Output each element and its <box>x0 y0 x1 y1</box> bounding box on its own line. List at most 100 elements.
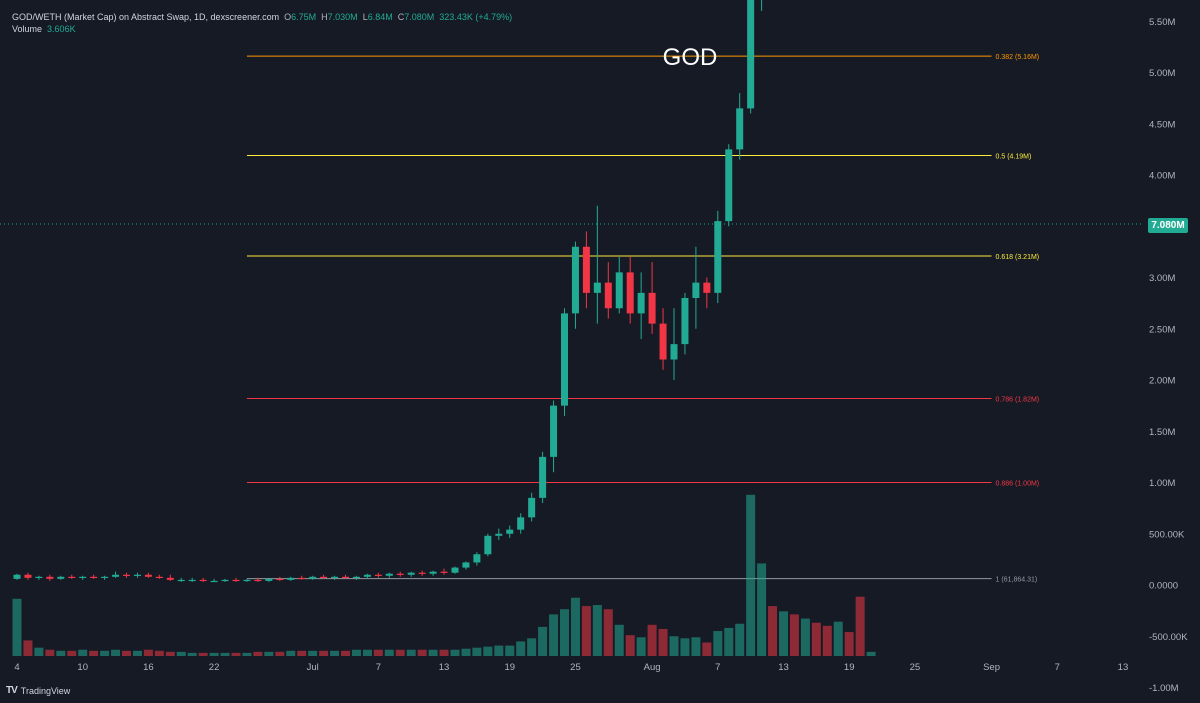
volume-bar <box>560 609 569 656</box>
volume-label: Volume <box>12 24 43 34</box>
volume-bar <box>647 624 657 656</box>
candle-body <box>57 576 65 579</box>
volume-bar <box>406 649 416 656</box>
volume-bar <box>570 597 580 656</box>
volume-bar <box>34 647 44 656</box>
volume-bar <box>603 609 613 656</box>
volume-bar <box>581 606 591 656</box>
volume-bar <box>220 652 230 656</box>
candle-body <box>385 573 393 576</box>
x-tick-label: Aug <box>644 662 661 673</box>
candle-body <box>506 529 514 534</box>
candle-body <box>440 571 448 573</box>
volume-bar <box>384 649 394 656</box>
x-tick-label: 19 <box>844 662 855 673</box>
candle-body <box>243 579 251 582</box>
x-tick-label: 7 <box>715 662 720 673</box>
candle-body <box>331 576 339 578</box>
volume-value: 3.606K <box>47 24 76 34</box>
candle-body <box>681 298 689 345</box>
symbol-label: GOD/WETH (Market Cap) on Abstract Swap, … <box>12 12 280 22</box>
candle-body <box>429 571 437 574</box>
x-tick-label: 7 <box>376 662 381 673</box>
candle-body <box>747 0 755 109</box>
candle-body <box>615 272 623 309</box>
volume-bar <box>855 596 865 656</box>
candle-body <box>604 282 612 309</box>
tradingview-logo-icon: TV <box>6 685 18 696</box>
candle-body <box>123 574 130 576</box>
candle-body <box>637 292 645 314</box>
volume-bar <box>549 614 559 656</box>
volume-bar <box>122 650 131 656</box>
low-value: 6.84M <box>367 12 393 22</box>
volume-bar <box>23 640 33 656</box>
candle-body <box>144 574 152 577</box>
fibonacci-retracement[interactable]: 0 (8.32M)0.236 (6.37M)0.382 (5.16M)0.5 (… <box>246 0 1040 584</box>
candle-body <box>155 576 163 578</box>
time-axis[interactable]: 4 10 16 22 Jul 7 13 19 25 Aug 7 13 19 25 Sep 7 13 <box>14 662 1128 673</box>
volume-bar <box>724 627 734 656</box>
volume-bar <box>516 641 526 656</box>
candle-body <box>24 574 32 578</box>
candle-body <box>582 246 590 293</box>
volume-bar <box>428 649 438 656</box>
volume-bar <box>779 611 788 656</box>
volume-bar <box>231 652 241 656</box>
candle-body <box>232 579 240 582</box>
x-tick-label: 13 <box>1118 662 1129 673</box>
candle-body <box>166 577 174 580</box>
candle-body <box>418 572 426 574</box>
candle-body <box>484 535 492 555</box>
fib-level-label: 0.886 (1.00M) <box>996 481 1040 488</box>
volume-bar <box>450 649 460 656</box>
candle-body <box>495 533 503 536</box>
x-tick-label: Jul <box>307 662 319 673</box>
volume-bar <box>844 632 854 656</box>
tradingview-branding[interactable]: TV TradingView <box>6 685 70 696</box>
volume-bar <box>187 652 197 656</box>
volume-bar <box>176 651 186 656</box>
x-tick-label: 4 <box>14 662 19 673</box>
volume-bar <box>658 628 668 656</box>
candle-body <box>561 313 568 406</box>
y-tick-label: 2.00M <box>1149 376 1175 387</box>
candle-body <box>528 497 536 518</box>
volume-bar <box>395 649 405 656</box>
candle-body <box>112 574 120 577</box>
volume-bar <box>417 649 427 656</box>
candle-body <box>320 576 328 578</box>
y-tick-label: 1.50M <box>1149 427 1175 438</box>
low-label: L <box>362 12 368 22</box>
fib-level-label: 0.786 (1.82M) <box>996 396 1040 403</box>
y-tick-label: 3.00M <box>1149 273 1175 284</box>
x-tick-label: 25 <box>910 662 921 673</box>
y-tick-label: 5.50M <box>1149 17 1175 28</box>
candle-body <box>101 576 109 578</box>
open-value: 6.75M <box>291 12 317 22</box>
volume-bar <box>209 652 219 656</box>
volume-bar <box>198 652 208 656</box>
volume-bar <box>768 606 778 656</box>
candle-body <box>539 456 547 498</box>
volume-bar <box>494 645 504 656</box>
candle-body <box>210 580 218 583</box>
volume-legend: Volume 3.606K <box>12 24 76 34</box>
candle-body <box>309 576 317 579</box>
volume-bar <box>822 625 832 656</box>
high-value: 7.030M <box>327 12 358 22</box>
y-tick-label: -500.00K <box>1149 632 1188 643</box>
price-axis[interactable]: 11.00M10.50M10.00M9.50M9.00M8.50M8.00M7.… <box>1149 0 1188 694</box>
volume-bar <box>297 650 307 656</box>
volume-bar <box>253 651 263 656</box>
y-tick-label: 4.50M <box>1149 119 1175 130</box>
candle-body <box>298 577 306 580</box>
y-tick-label: 1.00M <box>1149 478 1175 489</box>
volume-bar <box>789 614 799 656</box>
candle-body <box>90 576 98 578</box>
volume-bar <box>527 638 537 656</box>
x-tick-label: 19 <box>504 662 515 673</box>
x-tick-label: 25 <box>570 662 581 673</box>
candle-body <box>352 576 360 578</box>
